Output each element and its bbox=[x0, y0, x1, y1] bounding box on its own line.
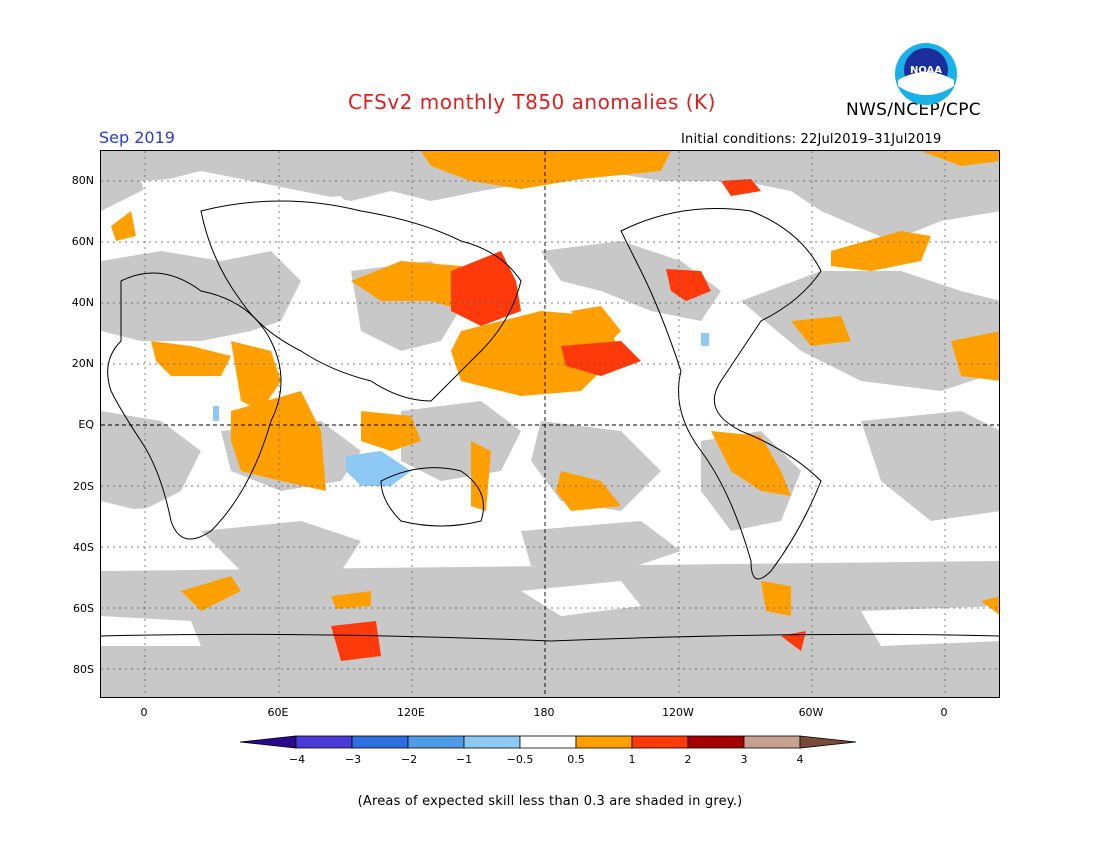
colorbar-label-2: 2 bbox=[684, 753, 692, 766]
anomaly-map bbox=[100, 150, 1000, 698]
colorbar-label-minus2: −2 bbox=[400, 753, 418, 766]
colorbar-swatch bbox=[407, 735, 465, 749]
lon-label-180: 180 bbox=[533, 706, 555, 719]
colorbar-swatch bbox=[743, 735, 801, 749]
colorbar bbox=[240, 735, 857, 749]
lon-label-120e: 120E bbox=[397, 706, 425, 719]
colorbar-label-minus05: −0.5 bbox=[506, 753, 534, 766]
initial-conditions: Initial conditions: 22Jul2019–31Jul2019 bbox=[681, 132, 942, 147]
lat-label-40s: 40S bbox=[73, 541, 94, 554]
warm-anomaly-red bbox=[331, 179, 806, 661]
map-canvas bbox=[101, 151, 999, 697]
colorbar-label-3: 3 bbox=[740, 753, 748, 766]
equator-and-dateline bbox=[101, 151, 999, 697]
cool-anomaly-blue bbox=[213, 333, 709, 486]
lon-label-0-east: 0 bbox=[940, 706, 948, 719]
valid-month: Sep 2019 bbox=[99, 128, 175, 147]
colorbar-label-minus1: −1 bbox=[455, 753, 473, 766]
colorbar-label-05: 0.5 bbox=[567, 753, 585, 766]
colorbar-arrow-high bbox=[799, 735, 857, 749]
lon-label-60w: 60W bbox=[798, 706, 824, 719]
lat-label-20n: 20N bbox=[71, 357, 94, 370]
colorbar-arrow-low bbox=[240, 735, 297, 749]
lon-label-0: 0 bbox=[140, 706, 148, 719]
lat-label-80s: 80S bbox=[73, 663, 94, 676]
organization-label: NWS/NCEP/CPC bbox=[846, 100, 981, 120]
lat-label-60s: 60S bbox=[73, 602, 94, 615]
lat-label-80n: 80N bbox=[71, 174, 94, 187]
lat-label-40n: 40N bbox=[71, 296, 94, 309]
logo-text: NOAA bbox=[910, 65, 942, 76]
lat-label-20s: 20S bbox=[73, 480, 94, 493]
lon-label-60e: 60E bbox=[267, 706, 289, 719]
graticule bbox=[101, 151, 999, 697]
colorbar-swatch bbox=[631, 735, 689, 749]
colorbar-swatches bbox=[240, 735, 857, 749]
colorbar-swatch bbox=[687, 735, 745, 749]
chart-title: CFSv2 monthly T850 anomalies (K) bbox=[348, 90, 716, 114]
colorbar-label-1: 1 bbox=[628, 753, 636, 766]
noaa-logo: NOAA bbox=[895, 43, 957, 105]
colorbar-label-minus4: −4 bbox=[288, 753, 306, 766]
colorbar-swatch bbox=[519, 735, 577, 749]
skill-note: (Areas of expected skill less than 0.3 a… bbox=[357, 794, 743, 809]
lat-label-60n: 60N bbox=[71, 235, 94, 248]
colorbar-swatch bbox=[575, 735, 633, 749]
colorbar-swatch bbox=[295, 735, 353, 749]
lon-label-120w: 120W bbox=[662, 706, 694, 719]
warm-anomaly-orange bbox=[111, 151, 999, 616]
colorbar-swatch bbox=[351, 735, 409, 749]
colorbar-label-4: 4 bbox=[796, 753, 804, 766]
white-areas bbox=[101, 176, 999, 646]
colorbar-swatch bbox=[463, 735, 521, 749]
lat-label-eq: EQ bbox=[78, 418, 94, 431]
colorbar-label-minus3: −3 bbox=[344, 753, 362, 766]
